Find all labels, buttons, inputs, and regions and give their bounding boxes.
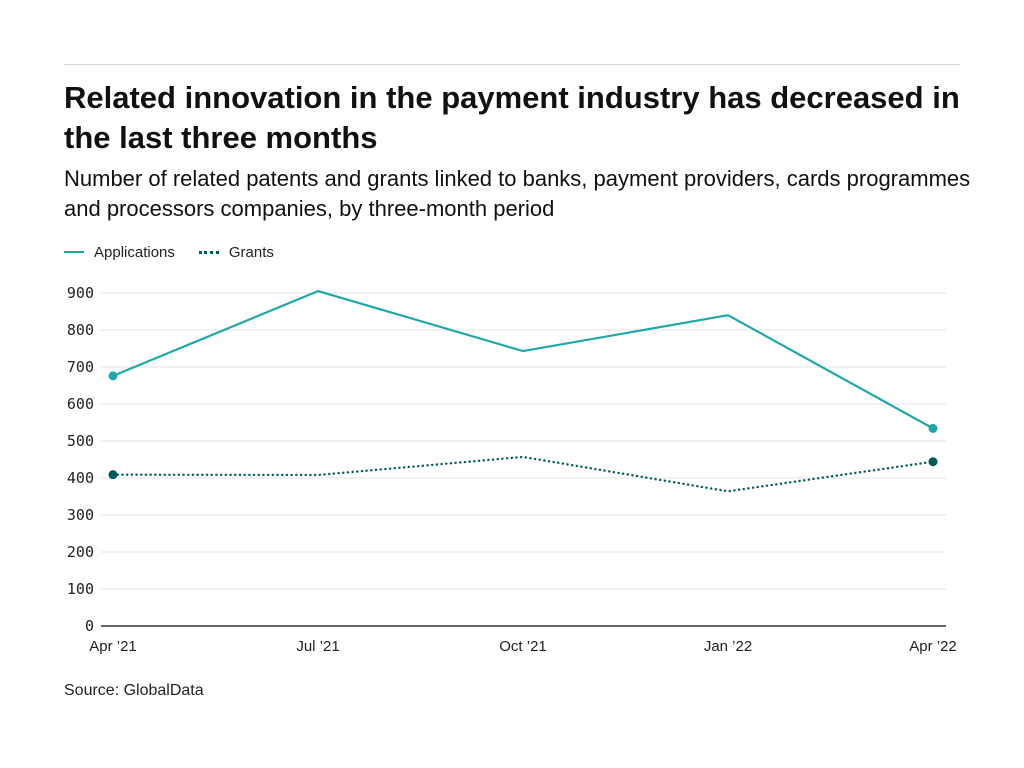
line-chart: 0 100 200 300 400 500 600 700 800 900 Apr ’21 Jul ’…	[67, 284, 957, 655]
series-point-grants-4	[928, 457, 938, 467]
chart-title: Related innovation in the payment indust…	[64, 80, 960, 155]
legend-item-applications: Applications	[64, 244, 175, 261]
legend-item-grants: Grants	[198, 243, 274, 261]
source-note: Source: GlobalData	[64, 682, 204, 699]
x-tick-label-2: Oct ’21	[499, 638, 547, 655]
y-tick-label-400: 400	[67, 469, 94, 487]
legend-swatch-applications	[64, 251, 84, 253]
x-tick-label-4: Apr ’22	[909, 638, 957, 655]
y-tick-label-500: 500	[67, 432, 94, 450]
y-tick-label-900: 900	[67, 284, 94, 302]
legend-label-applications: Applications	[94, 243, 175, 261]
series-point-applications-0	[108, 371, 118, 381]
x-tick-label-0: Apr ’21	[89, 638, 137, 655]
series-line-grants	[111, 455, 935, 493]
top-divider	[64, 64, 960, 65]
legend-label-grants: Grants	[228, 243, 274, 261]
y-tick-label-200: 200	[67, 543, 94, 561]
y-tick-label-600: 600	[67, 395, 94, 413]
x-tick-label-3: Jan ’22	[704, 638, 752, 655]
chart-legend: Applications Grants	[64, 240, 298, 264]
y-tick-label-300: 300	[67, 506, 94, 524]
series-point-grants-0	[108, 470, 118, 480]
series-point-applications-4	[928, 423, 938, 433]
x-tick-label-1: Jul ’21	[296, 638, 339, 655]
legend-swatch-grants	[198, 250, 219, 254]
y-tick-label-700: 700	[67, 358, 94, 376]
y-tick-label-800: 800	[67, 321, 94, 339]
y-tick-label-100: 100	[67, 580, 94, 598]
series-line-applications	[111, 290, 935, 430]
chart-subtitle: Number of related patents and grants lin…	[64, 166, 971, 221]
y-tick-label-0: 0	[85, 617, 94, 635]
